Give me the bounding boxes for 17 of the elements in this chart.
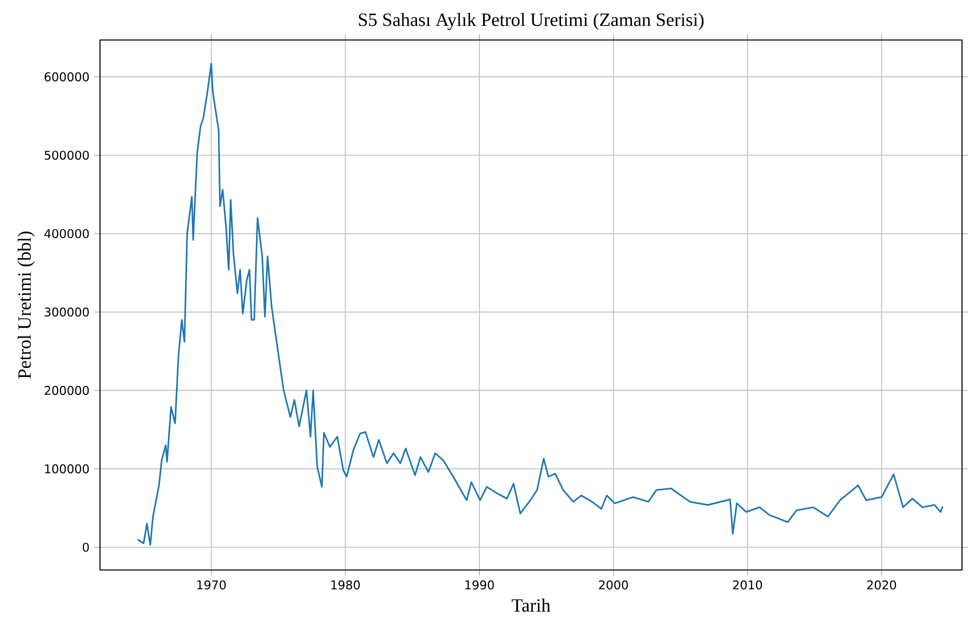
y-tick-label: 200000 xyxy=(44,386,89,395)
chart-title: S5 Sahası Aylık Petrol Uretimi (Zaman Serisi) xyxy=(358,12,704,30)
x-tick-label: 2020 xyxy=(867,580,896,590)
x-tick-label: 2010 xyxy=(733,580,762,590)
line-series xyxy=(136,62,944,546)
x-tick-label: 2000 xyxy=(599,580,628,590)
y-tick-label: 400000 xyxy=(44,229,89,238)
x-axis-title: Tarih xyxy=(512,598,550,612)
x-tick-label: 1990 xyxy=(465,580,494,590)
y-tick-label: 100000 xyxy=(45,464,89,474)
x-tick-label: 1980 xyxy=(331,580,360,590)
y-tick-label: 300000 xyxy=(44,308,89,317)
y-tick-label: 500000 xyxy=(44,150,89,160)
y-axis-title: Petrol Uretimi (bbl) xyxy=(18,232,35,379)
x-tick-label: 1970 xyxy=(197,580,226,590)
y-tick-label: 600000 xyxy=(44,72,89,82)
y-tick-label: 0 xyxy=(82,542,89,552)
